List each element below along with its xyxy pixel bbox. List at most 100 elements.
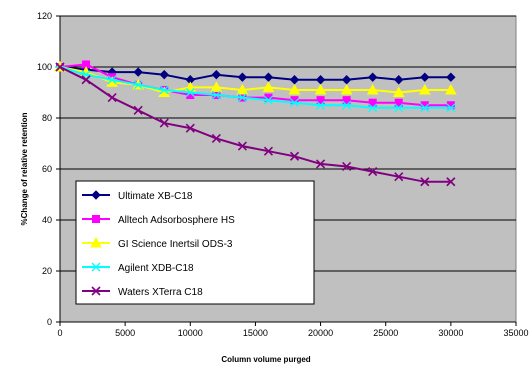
data-point [394,75,404,85]
data-point [315,75,326,85]
data-point [55,62,65,72]
data-point [133,67,143,77]
x-tick-label: 10000 [178,328,203,338]
data-point [211,133,221,143]
legend-label: Agilent XDB-C18 [118,263,194,274]
series-line [59,63,451,107]
legend: Ultimate XB-C18 Alltech Adsorbosphere HS G… [75,180,315,305]
data-point [263,146,274,156]
legend-item: Agilent XDB-C18 [82,262,194,274]
data-point [316,159,326,169]
data-point [107,93,117,103]
data-point [420,177,430,187]
x-tick-labels: 0 5000 10000 15000 20000 25000 30000 35000 [57,328,528,338]
data-point [341,100,352,110]
data-point [159,69,169,80]
y-axis-title: %Change of relative retention [20,112,29,225]
data-point [210,81,223,92]
data-point [159,85,170,95]
data-point [418,83,431,95]
data-point [367,72,378,82]
data-point [237,93,248,103]
x-tick-label: 30000 [438,328,463,338]
data-point [81,75,91,85]
data-point [289,75,300,85]
data-point [446,72,456,82]
y-tick-labels: 0 20 40 60 80 100 120 [37,11,52,327]
data-point [342,96,351,105]
legend-marker [91,190,101,200]
data-point [392,86,405,97]
legend-item: Waters XTerra C18 [82,286,203,298]
series-2 [54,60,457,97]
x-tick-label: 0 [57,328,62,338]
data-point [288,83,301,95]
data-point [393,103,404,113]
y-tick-label: 20 [42,266,52,276]
series-line [59,66,451,183]
data-point [236,83,249,95]
legend-label: Ultimate XB-C18 [118,191,193,202]
data-point [445,83,457,95]
data-point [315,100,326,110]
data-point [419,103,430,113]
data-point [368,98,377,107]
y-tick-label: 60 [42,164,52,174]
data-point [237,141,247,151]
legend-marker [91,262,101,272]
data-point [107,75,118,85]
data-point [316,96,325,105]
data-point [394,172,404,182]
data-point [263,72,274,82]
data-point [237,72,248,82]
data-point [368,166,378,177]
y-tick-label: 100 [37,62,52,72]
data-point [445,103,456,113]
x-tick-label: 15000 [243,328,268,338]
legend-label: Alltech Adsorbosphere HS [118,215,235,226]
data-point [263,95,274,105]
data-point [289,151,300,161]
data-point [185,88,196,97]
legend-marker [92,215,100,223]
y-tick-label: 80 [42,113,52,123]
legend-item: Ultimate XB-C18 [82,190,193,202]
legend-box [75,180,315,305]
x-tick-label: 25000 [373,328,398,338]
x-tick-label: 5000 [115,328,135,338]
series-line [59,66,451,109]
data-point [366,83,379,95]
legend-label: GI Science Inertsil ODS-3 [118,239,233,250]
data-point [262,81,275,92]
data-point [342,161,352,172]
data-point [420,72,430,82]
series-3 [55,62,456,113]
series-4 [55,62,456,187]
legend-item: GI Science Inertsil ODS-3 [82,236,233,250]
data-point [341,75,352,85]
y-tick-label: 0 [47,317,52,327]
data-point [211,69,222,80]
x-tick-label: 20000 [308,328,333,338]
data-point [185,123,195,133]
data-point [133,105,143,115]
data-point [159,118,169,128]
y-tick-label: 120 [37,11,52,21]
data-point [289,98,300,108]
data-point [314,83,327,95]
series-line [59,66,451,81]
series-line [59,66,451,94]
y-tick-label: 40 [42,215,52,225]
series-group [54,60,457,187]
x-tick-label: 35000 [503,328,528,338]
data-point [394,98,403,107]
data-point [446,177,456,187]
legend-item: Alltech Adsorbosphere HS [82,215,235,226]
data-point [211,90,222,100]
data-point [340,83,353,95]
data-point [367,103,378,113]
data-point [133,80,144,90]
x-axis-title: Column volume purged [221,355,310,364]
legend-marker [90,236,102,248]
